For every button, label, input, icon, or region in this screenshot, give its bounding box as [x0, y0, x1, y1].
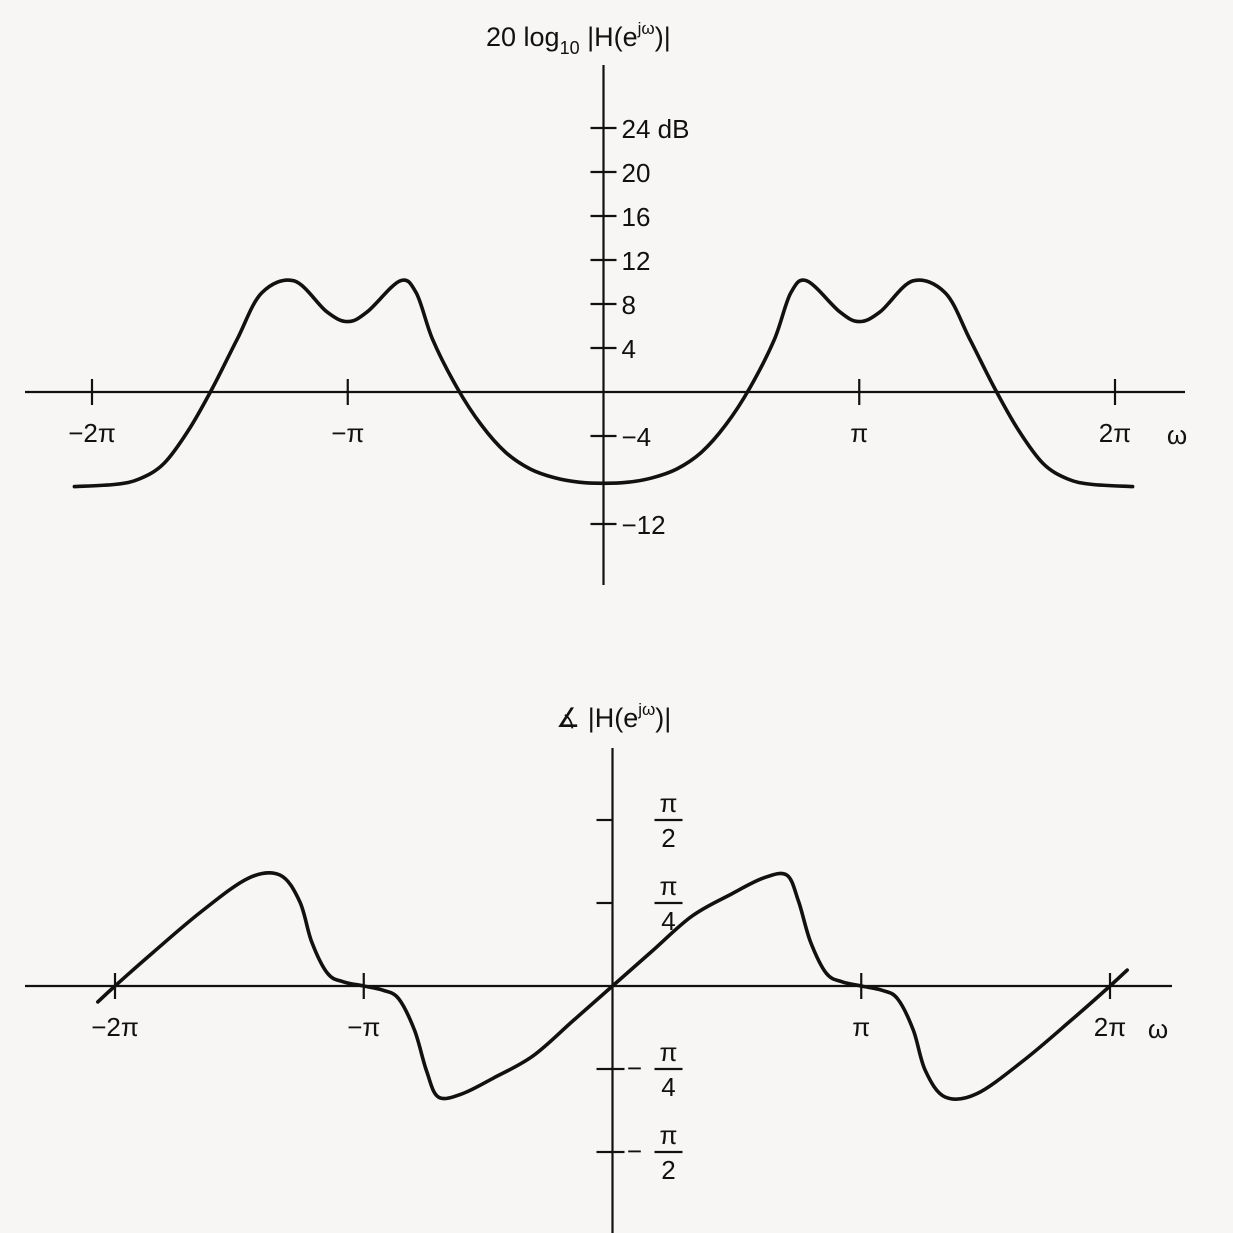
y-tick-denominator: 4	[661, 906, 675, 936]
y-tick-label: 12	[622, 246, 651, 276]
x-tick-label: π	[850, 418, 868, 448]
title-part: |H(e	[580, 22, 638, 52]
y-tick-sign: −	[627, 1136, 642, 1166]
y-tick-numerator: π	[660, 1037, 678, 1067]
title-part: )|	[655, 22, 671, 52]
magnitude-plot: −2π −π π 2π ω 24 dB 20 16 12 8 4 −4 −12 20 log10 |H(e…	[25, 19, 1187, 585]
title-part: 10	[560, 38, 580, 58]
y-tick-label: 8	[622, 290, 636, 320]
x-tick-label: −π	[347, 1012, 380, 1042]
x-tick-label: 2π	[1099, 418, 1131, 448]
chart-title: 20 log10 |H(ejω)|	[486, 19, 671, 58]
y-tick-label: 4	[622, 334, 636, 364]
y-tick-label: 24 dB	[622, 114, 690, 144]
title-part: )|	[655, 703, 671, 733]
y-tick-denominator: 2	[661, 1155, 675, 1185]
y-tick-denominator: 2	[661, 823, 675, 853]
y-tick-label: 20	[622, 158, 651, 188]
y-tick-label: 16	[622, 202, 651, 232]
chart-title: ∡ |H(ejω)|	[556, 700, 671, 733]
title-part: jω	[637, 700, 655, 719]
x-tick-label: −2π	[91, 1012, 139, 1042]
y-tick-label: −4	[622, 422, 652, 452]
x-tick-label: −π	[331, 418, 364, 448]
x-axis-label: ω	[1148, 1014, 1168, 1044]
y-tick-numerator: π	[660, 788, 678, 818]
title-part: 20 log	[486, 22, 560, 52]
series-line	[72, 278, 1135, 489]
y-tick-sign: −	[627, 1053, 642, 1083]
x-tick-label: −2π	[68, 418, 116, 448]
x-axis-label: ω	[1167, 420, 1187, 450]
y-tick-numerator: π	[660, 1120, 678, 1150]
y-tick-numerator: π	[660, 871, 678, 901]
title-part: ∡ |H(e	[556, 703, 638, 733]
y-tick-label: −12	[622, 510, 666, 540]
y-tick-denominator: 4	[661, 1072, 675, 1102]
title-part: jω	[637, 19, 655, 38]
series-line	[96, 870, 1129, 1102]
x-tick-label: π	[852, 1012, 870, 1042]
x-tick-label: 2π	[1094, 1012, 1126, 1042]
